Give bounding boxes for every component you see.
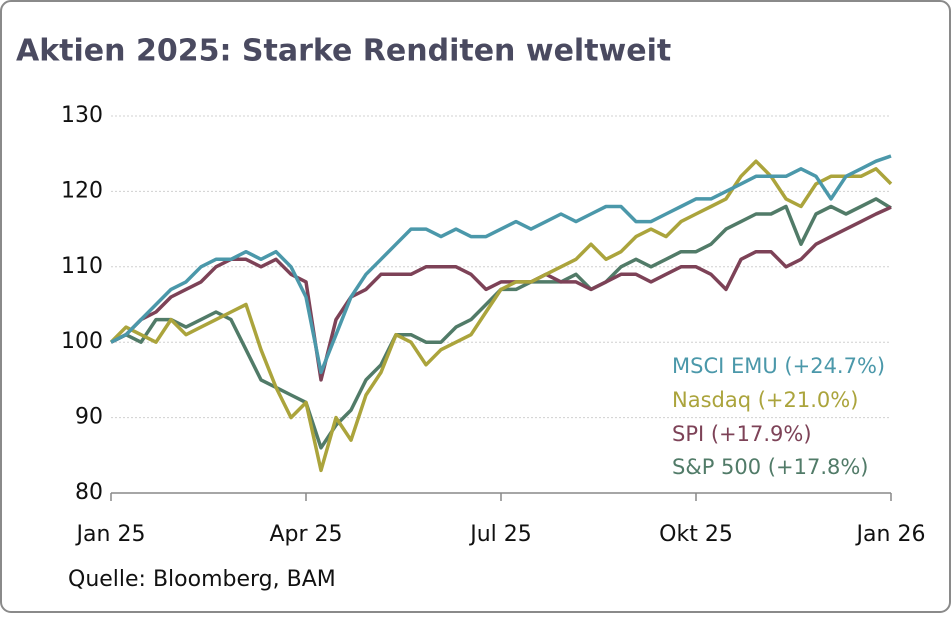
chart-title: Aktien 2025: Starke Renditen weltweit (16, 34, 671, 69)
x-tick-label: Apr 25 (269, 522, 342, 547)
y-tick-label: 90 (75, 405, 103, 430)
legend-entry: SPI (+17.9%) (672, 422, 812, 446)
y-tick-label: 130 (61, 103, 103, 128)
y-tick-label: 120 (61, 178, 103, 203)
y-tick-label: 110 (61, 254, 103, 279)
x-tick-label: Jan 26 (855, 522, 926, 547)
legend-entry: Nasdaq (+21.0%) (672, 388, 858, 412)
legend-entry: S&P 500 (+17.8%) (672, 455, 869, 479)
series-line (110, 205, 892, 382)
x-tick-label: Jul 25 (468, 522, 532, 547)
legend-entry: MSCI EMU (+24.7%) (672, 354, 885, 378)
x-tick-label: Jan 25 (75, 522, 146, 547)
source: Quelle: Bloomberg, BAM (68, 567, 336, 592)
x-tick-label: Okt 25 (659, 522, 733, 547)
series-line (109, 159, 893, 473)
y-tick-label: 100 (61, 329, 103, 354)
series-line (110, 154, 892, 375)
y-tick-label: 80 (75, 480, 103, 505)
